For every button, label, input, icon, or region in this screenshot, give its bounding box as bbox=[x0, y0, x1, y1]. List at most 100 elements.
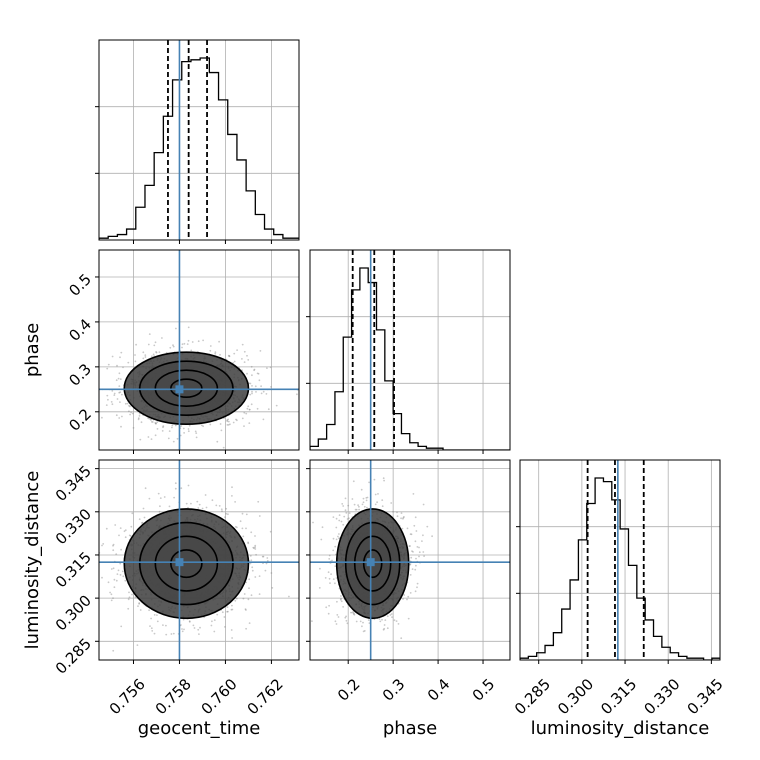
sample-point bbox=[154, 422, 157, 425]
sample-point bbox=[188, 424, 191, 427]
sample-point bbox=[172, 344, 174, 347]
sample-point bbox=[150, 627, 153, 630]
sample-point bbox=[124, 579, 127, 582]
sample-point bbox=[367, 619, 370, 621]
contour-line-3 bbox=[123, 508, 250, 620]
sample-point bbox=[121, 415, 123, 418]
histogram-panel-luminosity_distance bbox=[516, 459, 721, 661]
sample-point bbox=[245, 412, 248, 415]
sample-point bbox=[147, 343, 150, 346]
sample-point bbox=[254, 548, 257, 550]
sample-point bbox=[346, 622, 349, 625]
sample-point bbox=[202, 425, 205, 428]
sample-point bbox=[328, 558, 331, 560]
sample-point bbox=[266, 367, 268, 369]
sample-point bbox=[254, 576, 257, 578]
sample-point bbox=[246, 372, 248, 375]
sample-point bbox=[337, 535, 339, 538]
sample-point bbox=[353, 503, 356, 506]
sample-point bbox=[107, 363, 110, 366]
sample-point bbox=[416, 582, 419, 585]
sample-point bbox=[378, 618, 381, 620]
sample-point bbox=[361, 503, 364, 506]
sample-point bbox=[143, 516, 146, 519]
sample-point bbox=[242, 597, 245, 600]
sample-point bbox=[115, 379, 118, 382]
sample-point bbox=[135, 343, 138, 346]
sample-point bbox=[352, 480, 355, 483]
contour-line-2 bbox=[138, 360, 234, 417]
sample-point bbox=[174, 424, 177, 427]
sample-point bbox=[162, 624, 164, 626]
sample-point bbox=[89, 537, 91, 539]
sample-point bbox=[346, 518, 349, 520]
sample-point bbox=[195, 436, 198, 439]
sample-point bbox=[193, 627, 196, 629]
sample-point bbox=[119, 527, 122, 529]
sample-point bbox=[174, 487, 177, 490]
sample-point bbox=[188, 621, 191, 623]
sample-point bbox=[334, 582, 336, 585]
sample-point bbox=[196, 500, 199, 503]
sample-point bbox=[381, 505, 384, 508]
x-tick-label-geocent_time: 0.762 bbox=[244, 675, 287, 718]
sample-point bbox=[215, 504, 218, 507]
sample-point bbox=[187, 428, 190, 430]
sample-point bbox=[344, 509, 347, 512]
sample-point bbox=[320, 538, 323, 541]
sample-point bbox=[110, 593, 113, 596]
sample-point bbox=[101, 576, 103, 579]
sample-point bbox=[344, 616, 347, 619]
sample-point bbox=[231, 495, 233, 497]
sample-point bbox=[155, 351, 158, 354]
sample-point bbox=[332, 537, 335, 540]
sample-point bbox=[129, 535, 132, 537]
sample-point bbox=[415, 564, 417, 567]
sample-point bbox=[182, 427, 185, 430]
sample-point bbox=[256, 372, 259, 375]
sample-point bbox=[396, 511, 398, 514]
sample-point bbox=[245, 513, 248, 516]
histogram-steps-luminosity_distance bbox=[520, 477, 720, 660]
sample-point bbox=[198, 633, 200, 635]
sample-point bbox=[181, 630, 184, 633]
contour-line-1 bbox=[154, 369, 219, 408]
sample-point bbox=[336, 600, 338, 603]
x-tick-label-luminosity_distance: 0.330 bbox=[640, 675, 683, 718]
sample-point bbox=[261, 555, 264, 558]
sample-point bbox=[335, 526, 338, 529]
sample-point bbox=[345, 615, 347, 618]
sample-point bbox=[112, 543, 115, 546]
sample-point bbox=[335, 577, 338, 579]
sample-point bbox=[269, 530, 272, 533]
sample-point bbox=[131, 512, 134, 515]
sample-point bbox=[142, 507, 145, 510]
sample-point bbox=[124, 536, 127, 539]
density-fill-level-0 bbox=[124, 352, 249, 425]
sample-point bbox=[239, 520, 242, 523]
sample-point bbox=[254, 385, 257, 388]
sample-point bbox=[338, 537, 340, 540]
sample-point bbox=[147, 436, 150, 438]
sample-point bbox=[351, 611, 354, 614]
sample-point bbox=[227, 610, 229, 613]
sample-point bbox=[191, 341, 194, 343]
sample-point bbox=[112, 649, 115, 652]
sample-point bbox=[127, 598, 130, 601]
sample-point bbox=[118, 385, 121, 387]
sample-point bbox=[368, 481, 370, 484]
sample-point bbox=[390, 613, 393, 615]
sample-point bbox=[342, 523, 345, 526]
sample-point bbox=[128, 591, 130, 594]
sample-point bbox=[410, 533, 413, 536]
sample-point bbox=[202, 339, 205, 342]
sample-point bbox=[112, 567, 115, 570]
sample-point bbox=[251, 566, 254, 569]
x-tick-label-geocent_time: 0.758 bbox=[152, 675, 195, 718]
sample-point bbox=[403, 516, 405, 518]
sample-point bbox=[111, 403, 114, 406]
sample-point bbox=[114, 524, 117, 526]
sample-point bbox=[365, 499, 368, 502]
contour-line-1 bbox=[353, 535, 392, 592]
sample-point bbox=[270, 386, 272, 388]
